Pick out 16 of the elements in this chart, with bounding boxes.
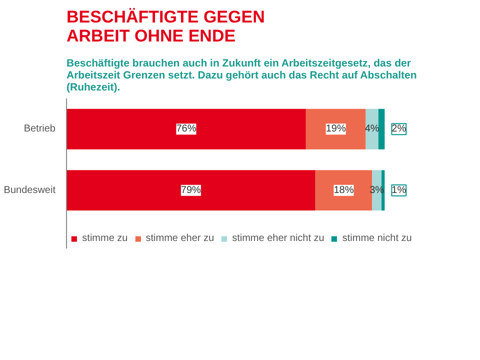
data-label: 19% xyxy=(326,124,346,135)
legend-label: stimme eher nicht zu xyxy=(232,232,324,244)
data-label: 18% xyxy=(334,184,354,196)
data-label: 79% xyxy=(180,184,202,196)
chart-title: BESCHÄFTIGTE GEGEN ARBEIT OHNE ENDE xyxy=(66,8,265,46)
y-tick-label: Bundesweit xyxy=(4,184,56,196)
legend-label: stimme zu xyxy=(82,232,128,244)
bar xyxy=(306,108,366,150)
legend-label: stimme eher zu xyxy=(146,232,214,244)
legend-label: stimme nicht zu xyxy=(342,232,412,244)
bar xyxy=(378,108,385,150)
bar xyxy=(66,108,306,150)
chart-subtitle: Beschäftigte brauchen auch in Zukunft ein Arbeitszeitgesetz, das der Arbeitszeit Grenzen setzt. Dazu gehört auch das Recht auf Abschalten (Ruhezeit). xyxy=(66,58,417,94)
y-tick-label: Betrieb xyxy=(24,124,56,135)
data-label: 76% xyxy=(176,124,196,135)
bar xyxy=(66,170,316,211)
